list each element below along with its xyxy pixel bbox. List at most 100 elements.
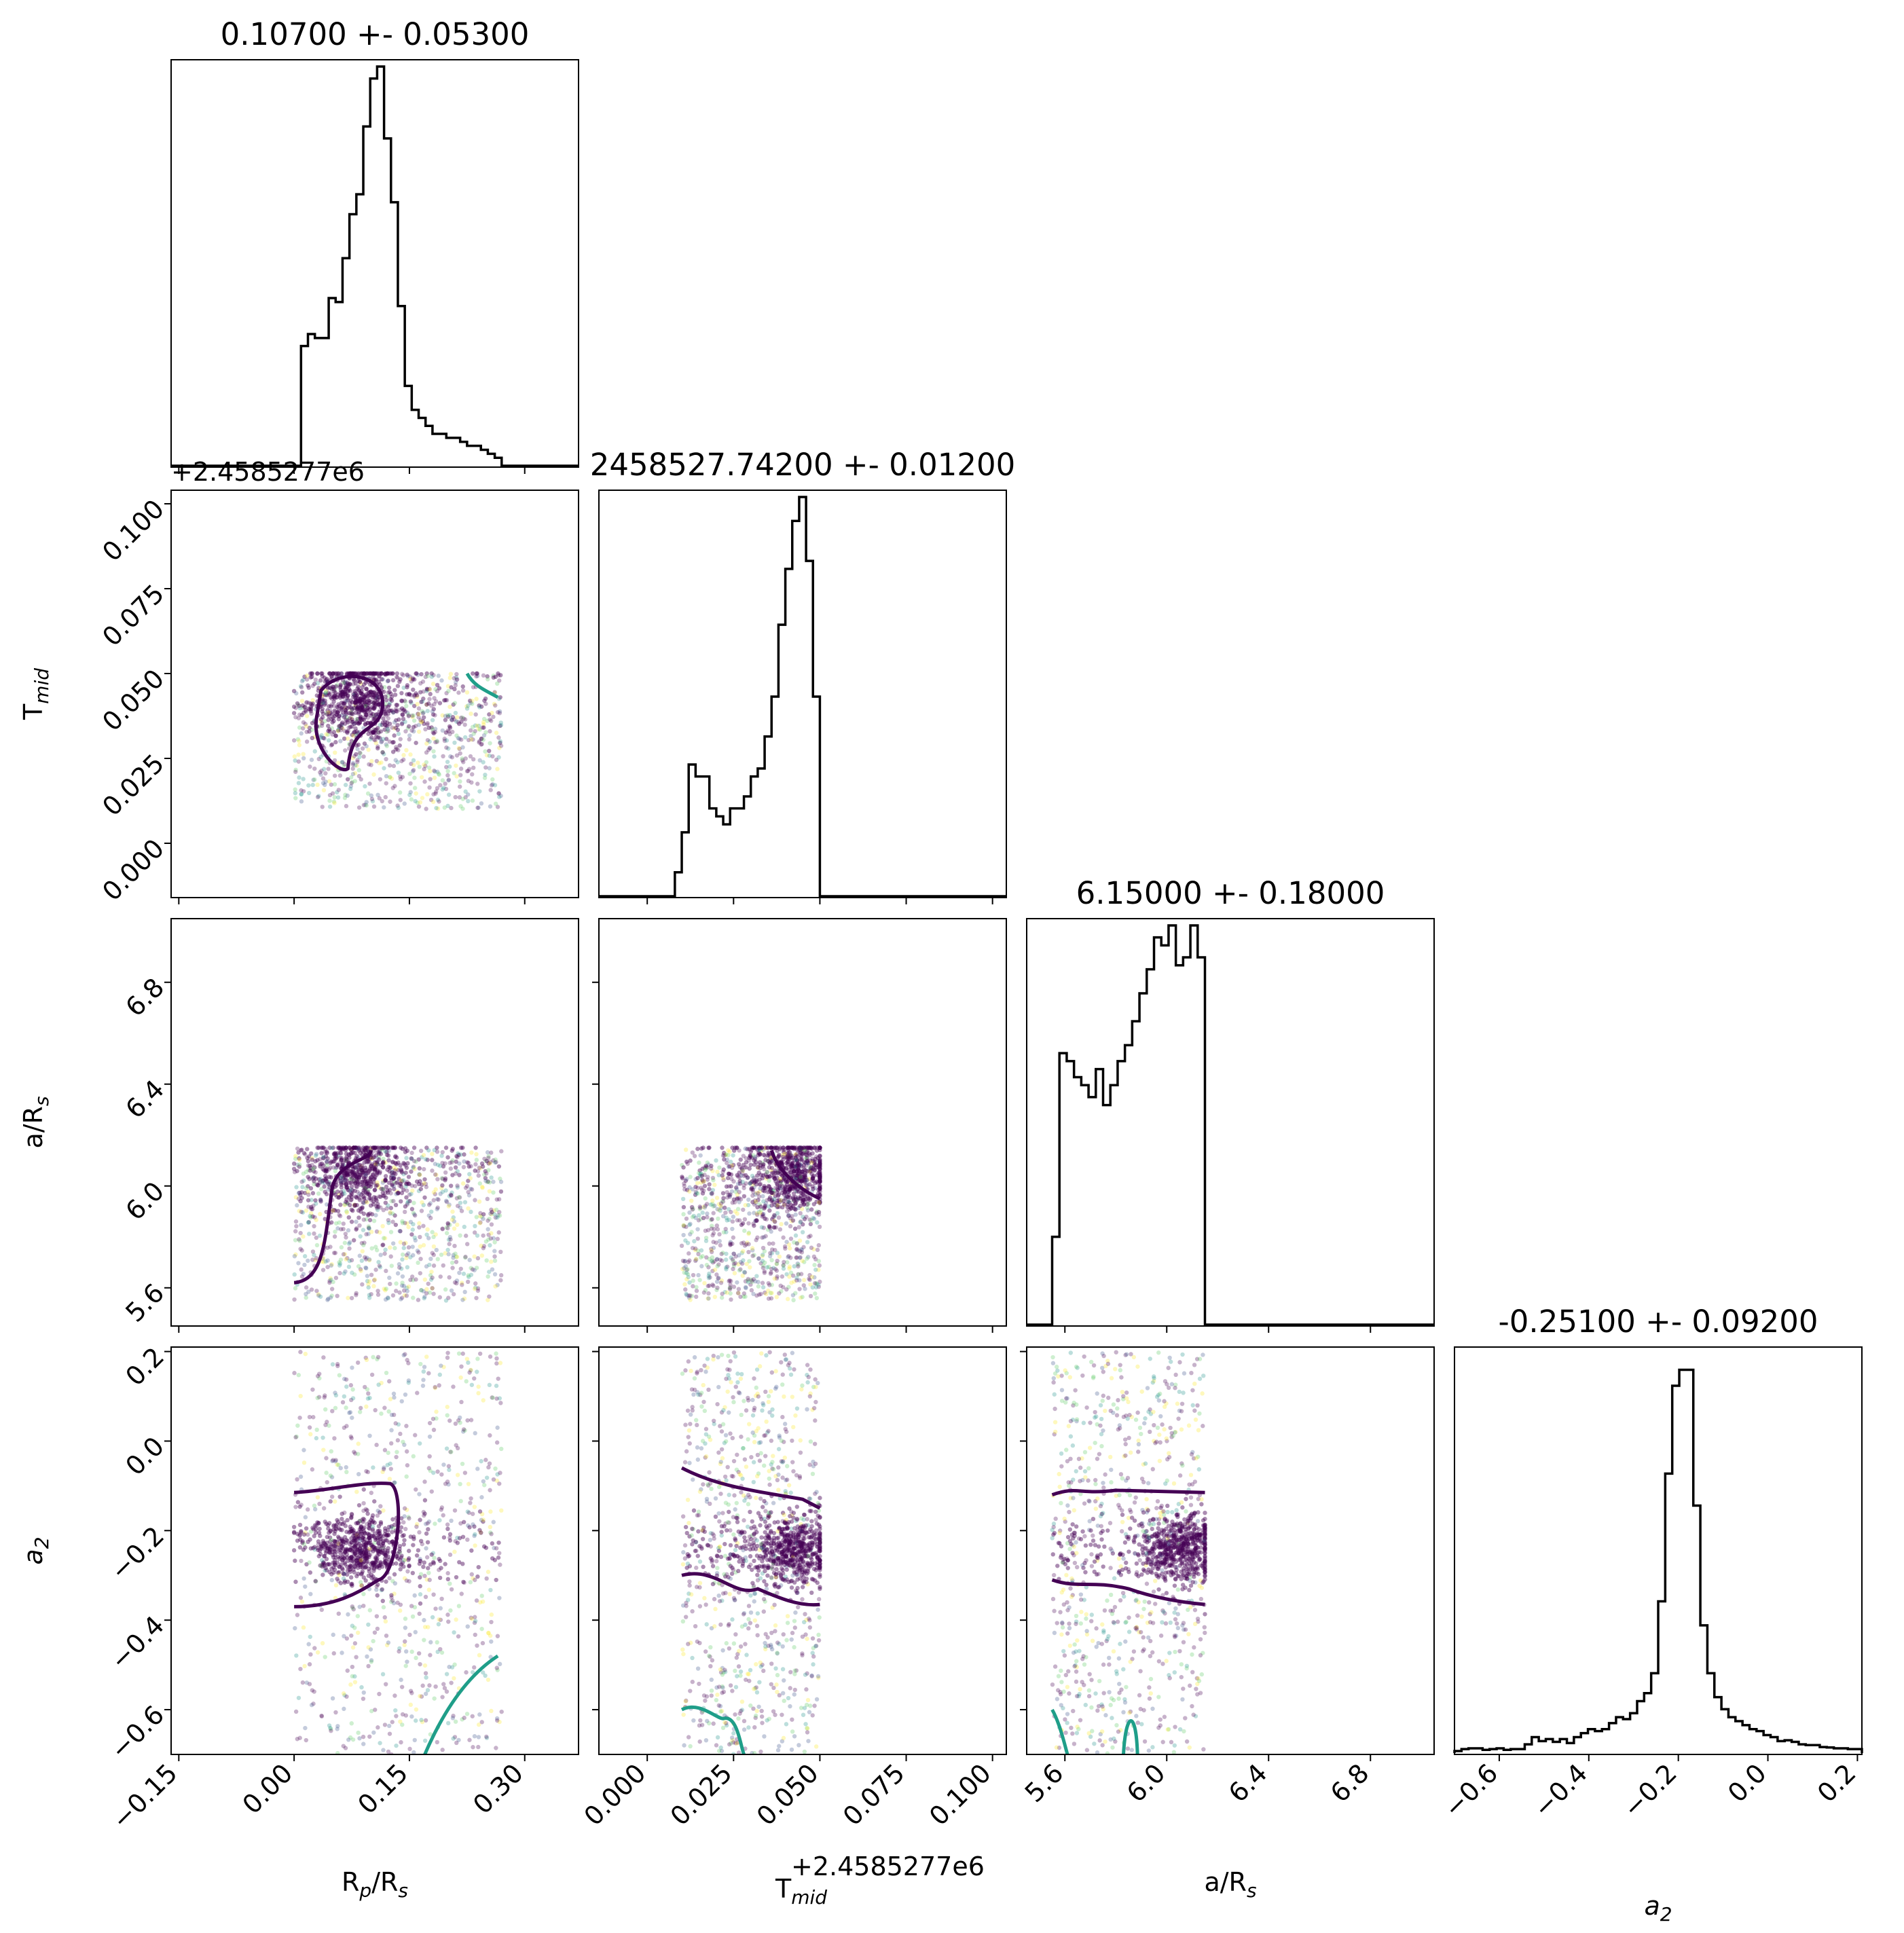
scatter-point bbox=[416, 1157, 421, 1162]
scatter-point bbox=[291, 1161, 297, 1166]
scatter-point bbox=[371, 1549, 376, 1553]
scatter-point bbox=[689, 1230, 694, 1234]
scatter-point bbox=[295, 1477, 299, 1482]
scatter-point bbox=[483, 1239, 489, 1244]
scatter-point bbox=[804, 1178, 809, 1183]
scatter-point bbox=[752, 1158, 756, 1163]
scatter-point bbox=[775, 1258, 780, 1264]
scatter-point bbox=[471, 731, 476, 736]
scatter-point bbox=[306, 1204, 311, 1209]
scatter-point bbox=[412, 1604, 418, 1610]
scatter-point bbox=[469, 1150, 474, 1155]
scatter-point bbox=[302, 1190, 308, 1196]
scatter-point bbox=[333, 1154, 338, 1158]
scatter-point bbox=[406, 724, 411, 729]
scatter-point bbox=[373, 1560, 378, 1565]
scatter-point bbox=[493, 1215, 498, 1220]
scatter-point bbox=[756, 1256, 761, 1261]
scatter-point bbox=[740, 1168, 746, 1173]
scatter-point bbox=[818, 1178, 822, 1183]
scatter-point bbox=[390, 786, 395, 790]
scatter-point bbox=[363, 715, 367, 720]
scatter-point bbox=[462, 1471, 468, 1475]
scatter-point bbox=[458, 1233, 462, 1238]
scatter-point bbox=[761, 1263, 766, 1268]
scatter-point bbox=[372, 1541, 377, 1545]
scatter-point bbox=[448, 754, 453, 759]
scatter-point bbox=[742, 1291, 747, 1296]
scatter-point bbox=[384, 720, 390, 725]
scatter-point bbox=[419, 1288, 424, 1293]
scatter-point bbox=[318, 772, 323, 777]
scatter-point bbox=[374, 1229, 380, 1234]
scatter-point bbox=[770, 1190, 775, 1196]
scatter-point bbox=[373, 1183, 378, 1188]
scatter-point bbox=[349, 671, 354, 676]
scatter-point bbox=[747, 1259, 752, 1264]
scatter-point bbox=[356, 1181, 361, 1186]
scatter-point bbox=[348, 671, 352, 676]
scatter-point bbox=[813, 1165, 818, 1170]
scatter-point bbox=[399, 1145, 403, 1150]
scatter-point bbox=[353, 762, 358, 768]
scatter-point bbox=[785, 1179, 790, 1184]
scatter-point bbox=[743, 1278, 748, 1284]
scatter-point bbox=[402, 1209, 407, 1215]
scatter-point bbox=[325, 707, 330, 713]
scatter-point bbox=[359, 1561, 364, 1566]
scatter-point bbox=[788, 1223, 793, 1229]
scatter-point bbox=[333, 750, 337, 755]
scatter-point bbox=[818, 1159, 822, 1164]
scatter-point bbox=[711, 1177, 716, 1183]
scatter-point bbox=[316, 1191, 321, 1196]
scatter-point bbox=[358, 1545, 363, 1550]
scatter-point bbox=[329, 743, 333, 748]
scatter-point bbox=[431, 730, 435, 735]
scatter-point bbox=[420, 718, 426, 724]
scatter-point bbox=[378, 1562, 384, 1567]
scatter-point bbox=[299, 1179, 304, 1184]
scatter-point bbox=[331, 684, 336, 690]
scatter-point bbox=[447, 1538, 453, 1543]
scatter-point bbox=[789, 1170, 794, 1175]
scatter-point bbox=[471, 737, 475, 742]
scatter-point bbox=[802, 1198, 807, 1202]
scatter-point bbox=[335, 795, 341, 800]
scatter-point bbox=[787, 1145, 792, 1150]
scatter-point bbox=[791, 1174, 796, 1179]
scatter-point bbox=[344, 1197, 349, 1202]
scatter-point bbox=[344, 685, 349, 690]
scatter-point bbox=[681, 1223, 686, 1228]
scatter-point bbox=[380, 1187, 386, 1192]
scatter-point bbox=[306, 1192, 311, 1197]
scatter-point bbox=[472, 1268, 477, 1272]
scatter-point bbox=[390, 1175, 396, 1181]
scatter-point bbox=[411, 1534, 416, 1539]
scatter-point bbox=[333, 1192, 338, 1197]
scatter-point bbox=[445, 728, 450, 733]
scatter-point bbox=[790, 1293, 796, 1297]
scatter-point bbox=[794, 1158, 800, 1163]
scatter-point bbox=[332, 695, 337, 699]
scatter-point bbox=[391, 710, 396, 715]
scatter-point bbox=[354, 1574, 359, 1579]
scatter-point bbox=[382, 1465, 386, 1470]
scatter-point bbox=[348, 1564, 353, 1569]
scatter-point bbox=[689, 1293, 695, 1298]
scatter-point bbox=[301, 710, 306, 716]
scatter-point bbox=[787, 1264, 792, 1269]
scatter-point bbox=[726, 1164, 731, 1169]
scatter-point bbox=[376, 695, 382, 700]
scatter-point bbox=[380, 1223, 385, 1229]
scatter-point bbox=[750, 1278, 754, 1283]
scatter-point bbox=[805, 1256, 809, 1261]
scatter-point bbox=[745, 1240, 750, 1245]
scatter-point bbox=[376, 744, 380, 749]
scatter-point bbox=[312, 1689, 316, 1694]
scatter-point bbox=[373, 1166, 378, 1172]
scatter-point bbox=[772, 1276, 777, 1281]
scatter-point bbox=[481, 1479, 486, 1484]
scatter-point bbox=[361, 1562, 365, 1566]
scatter-point bbox=[356, 1175, 362, 1180]
scatter-point bbox=[462, 1224, 467, 1230]
